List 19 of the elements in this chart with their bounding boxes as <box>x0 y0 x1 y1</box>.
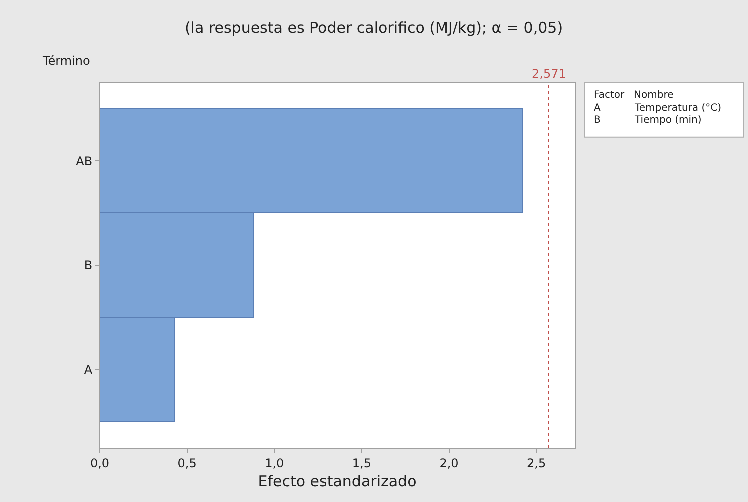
x-tick-label: 1,5 <box>352 456 372 470</box>
text: Nombre <box>634 90 674 101</box>
x-tick-label: 0,5 <box>178 456 197 470</box>
text: B <box>594 115 601 126</box>
y-tick-label: B <box>84 258 93 273</box>
text: A <box>594 103 601 114</box>
ref-line-label: 2,571 <box>532 67 566 81</box>
x-tick-label: 2,5 <box>527 456 546 470</box>
chart-title: (la respuesta es Poder calorifico (MJ/kg); α = 0,05) <box>184 19 564 38</box>
y-axis-title: Término <box>42 54 90 68</box>
x-axis-title: Efecto estandarizado <box>258 472 417 490</box>
x-tick-label: 0,0 <box>90 456 110 470</box>
y-tick-label: A <box>84 362 94 377</box>
text: Tiempo (min) <box>634 115 702 126</box>
text: Temperatura (°C) <box>634 103 722 114</box>
text: Factor <box>594 90 626 101</box>
y-tick-label: AB <box>76 154 93 168</box>
x-tick-label: 2,0 <box>440 456 459 470</box>
x-tick-label: 1,0 <box>265 456 284 470</box>
